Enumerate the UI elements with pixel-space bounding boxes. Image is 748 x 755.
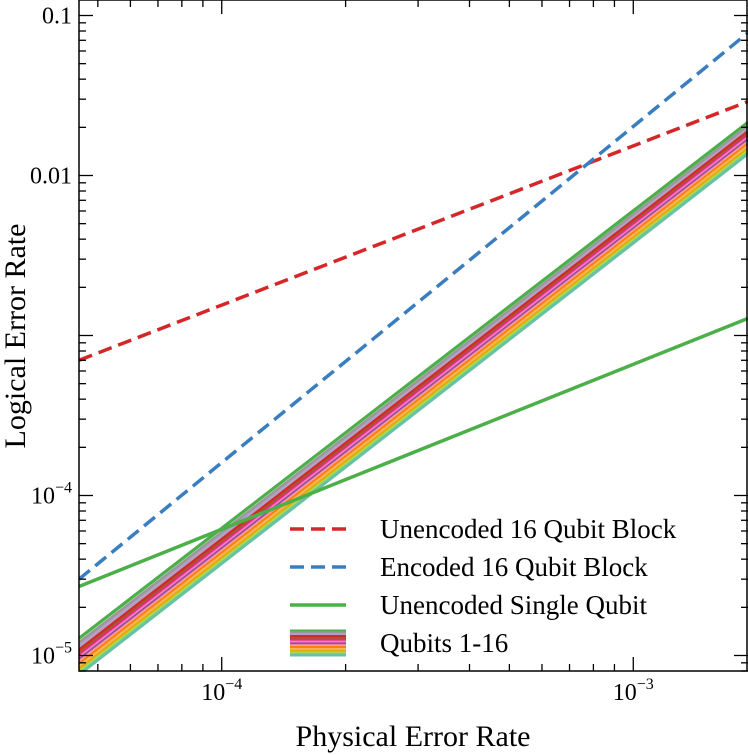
legend: Unencoded 16 Qubit Block Encoded 16 Qubit…	[290, 514, 677, 658]
qubit-line-5	[79, 132, 748, 655]
plot-frame	[78, 0, 748, 672]
encoded-block-line	[79, 31, 748, 581]
x-tick-label: 10−3	[613, 676, 654, 706]
qubit-line-9	[79, 140, 748, 664]
qubit-line-4	[79, 130, 748, 652]
qubit-line-12	[79, 147, 748, 671]
qubit-line-3	[79, 127, 748, 648]
legend-label: Encoded 16 Qubit Block	[380, 552, 648, 582]
legend-label: Unencoded Single Qubit	[380, 590, 647, 620]
y-tick-label: 10−4	[31, 479, 72, 509]
x-tick-label: 10−4	[201, 676, 242, 706]
qubit-line-1	[79, 121, 748, 640]
qubit-line-13	[79, 149, 748, 671]
series-layer	[79, 31, 748, 671]
qubit-line-7	[79, 136, 748, 659]
legend-label: Qubits 1-16	[380, 628, 508, 658]
single-qubit-line	[79, 316, 748, 589]
unencoded-block-line	[79, 99, 748, 362]
qubit-line-2	[79, 125, 748, 645]
y-tick-label: 0.01	[30, 164, 72, 190]
qubit-line-11	[79, 145, 748, 669]
y-tick-label: 0.1	[42, 4, 72, 30]
legend-label: Unencoded 16 Qubit Block	[380, 514, 677, 544]
qubit-line-8	[79, 138, 748, 662]
qubit-line-14	[80, 152, 748, 671]
qubit-line-10	[79, 142, 748, 666]
y-tick-label: 10−5	[31, 639, 72, 669]
y-axis-label: Logical Error Rate	[0, 224, 32, 449]
x-axis-label: Physical Error Rate	[296, 720, 531, 753]
